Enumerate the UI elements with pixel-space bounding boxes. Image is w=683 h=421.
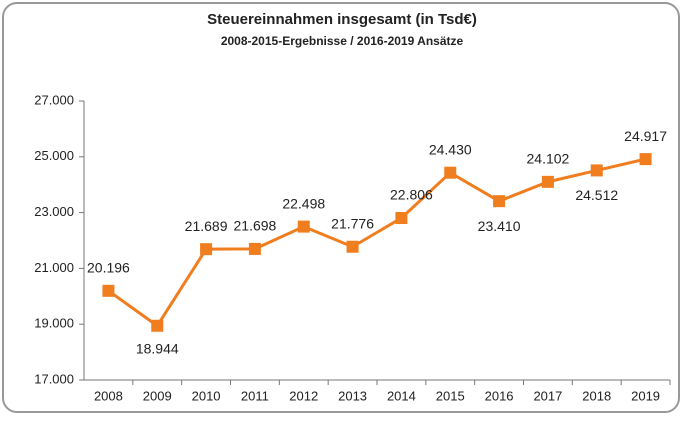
data-label: 20.196 bbox=[87, 260, 130, 276]
data-label: 22.806 bbox=[390, 187, 433, 203]
chart-title: Steuereinnahmen insgesamt (in Tsd€) bbox=[207, 11, 477, 28]
marker bbox=[639, 153, 652, 166]
frame bbox=[2, 2, 680, 413]
marker bbox=[151, 319, 164, 332]
data-label: 21.776 bbox=[331, 215, 374, 231]
x-tick-label: 2009 bbox=[143, 388, 172, 403]
marker bbox=[590, 164, 603, 177]
x-tick-label: 2017 bbox=[533, 388, 562, 403]
data-label: 23.410 bbox=[478, 218, 521, 234]
data-label: 21.698 bbox=[234, 218, 277, 234]
y-tick-label: 17.000 bbox=[34, 371, 74, 386]
data-label: 21.689 bbox=[185, 218, 228, 234]
x-tick-label: 2012 bbox=[289, 388, 318, 403]
marker bbox=[444, 166, 457, 179]
y-tick-label: 23.000 bbox=[34, 204, 74, 219]
line bbox=[107, 157, 646, 328]
data-label: 24.430 bbox=[429, 141, 472, 157]
y-tick-label: 27.000 bbox=[34, 92, 74, 107]
x-tick-label: 2018 bbox=[582, 388, 611, 403]
marker bbox=[541, 175, 554, 188]
x-tick-label: 2008 bbox=[94, 388, 123, 403]
marker bbox=[248, 242, 261, 255]
y-tick-label: 21.000 bbox=[34, 260, 74, 275]
data-label: 18.944 bbox=[136, 340, 179, 356]
marker bbox=[493, 195, 506, 208]
x-tick-label: 2015 bbox=[436, 388, 465, 403]
marker bbox=[395, 212, 408, 225]
x-tick-label: 2013 bbox=[338, 388, 367, 403]
marker bbox=[297, 220, 310, 233]
chart-subtitle: 2008-2015-Ergebnisse / 2016-2019 Ansätze bbox=[221, 34, 464, 48]
marker bbox=[102, 284, 115, 297]
y-tick-label: 25.000 bbox=[34, 148, 74, 163]
marker bbox=[346, 240, 359, 253]
data-label: 24.917 bbox=[624, 128, 667, 144]
x-tick-label: 2019 bbox=[631, 388, 660, 403]
marker bbox=[200, 243, 213, 256]
y-tick-label: 19.000 bbox=[34, 316, 74, 331]
x-tick-label: 2014 bbox=[387, 388, 416, 403]
data-label: 24.102 bbox=[527, 151, 570, 167]
x-tick-label: 2011 bbox=[241, 388, 269, 403]
data-label: 24.512 bbox=[575, 187, 618, 203]
x-tick-label: 2010 bbox=[192, 388, 221, 403]
data-label: 22.498 bbox=[282, 195, 325, 211]
x-tick-label: 2016 bbox=[485, 388, 514, 403]
